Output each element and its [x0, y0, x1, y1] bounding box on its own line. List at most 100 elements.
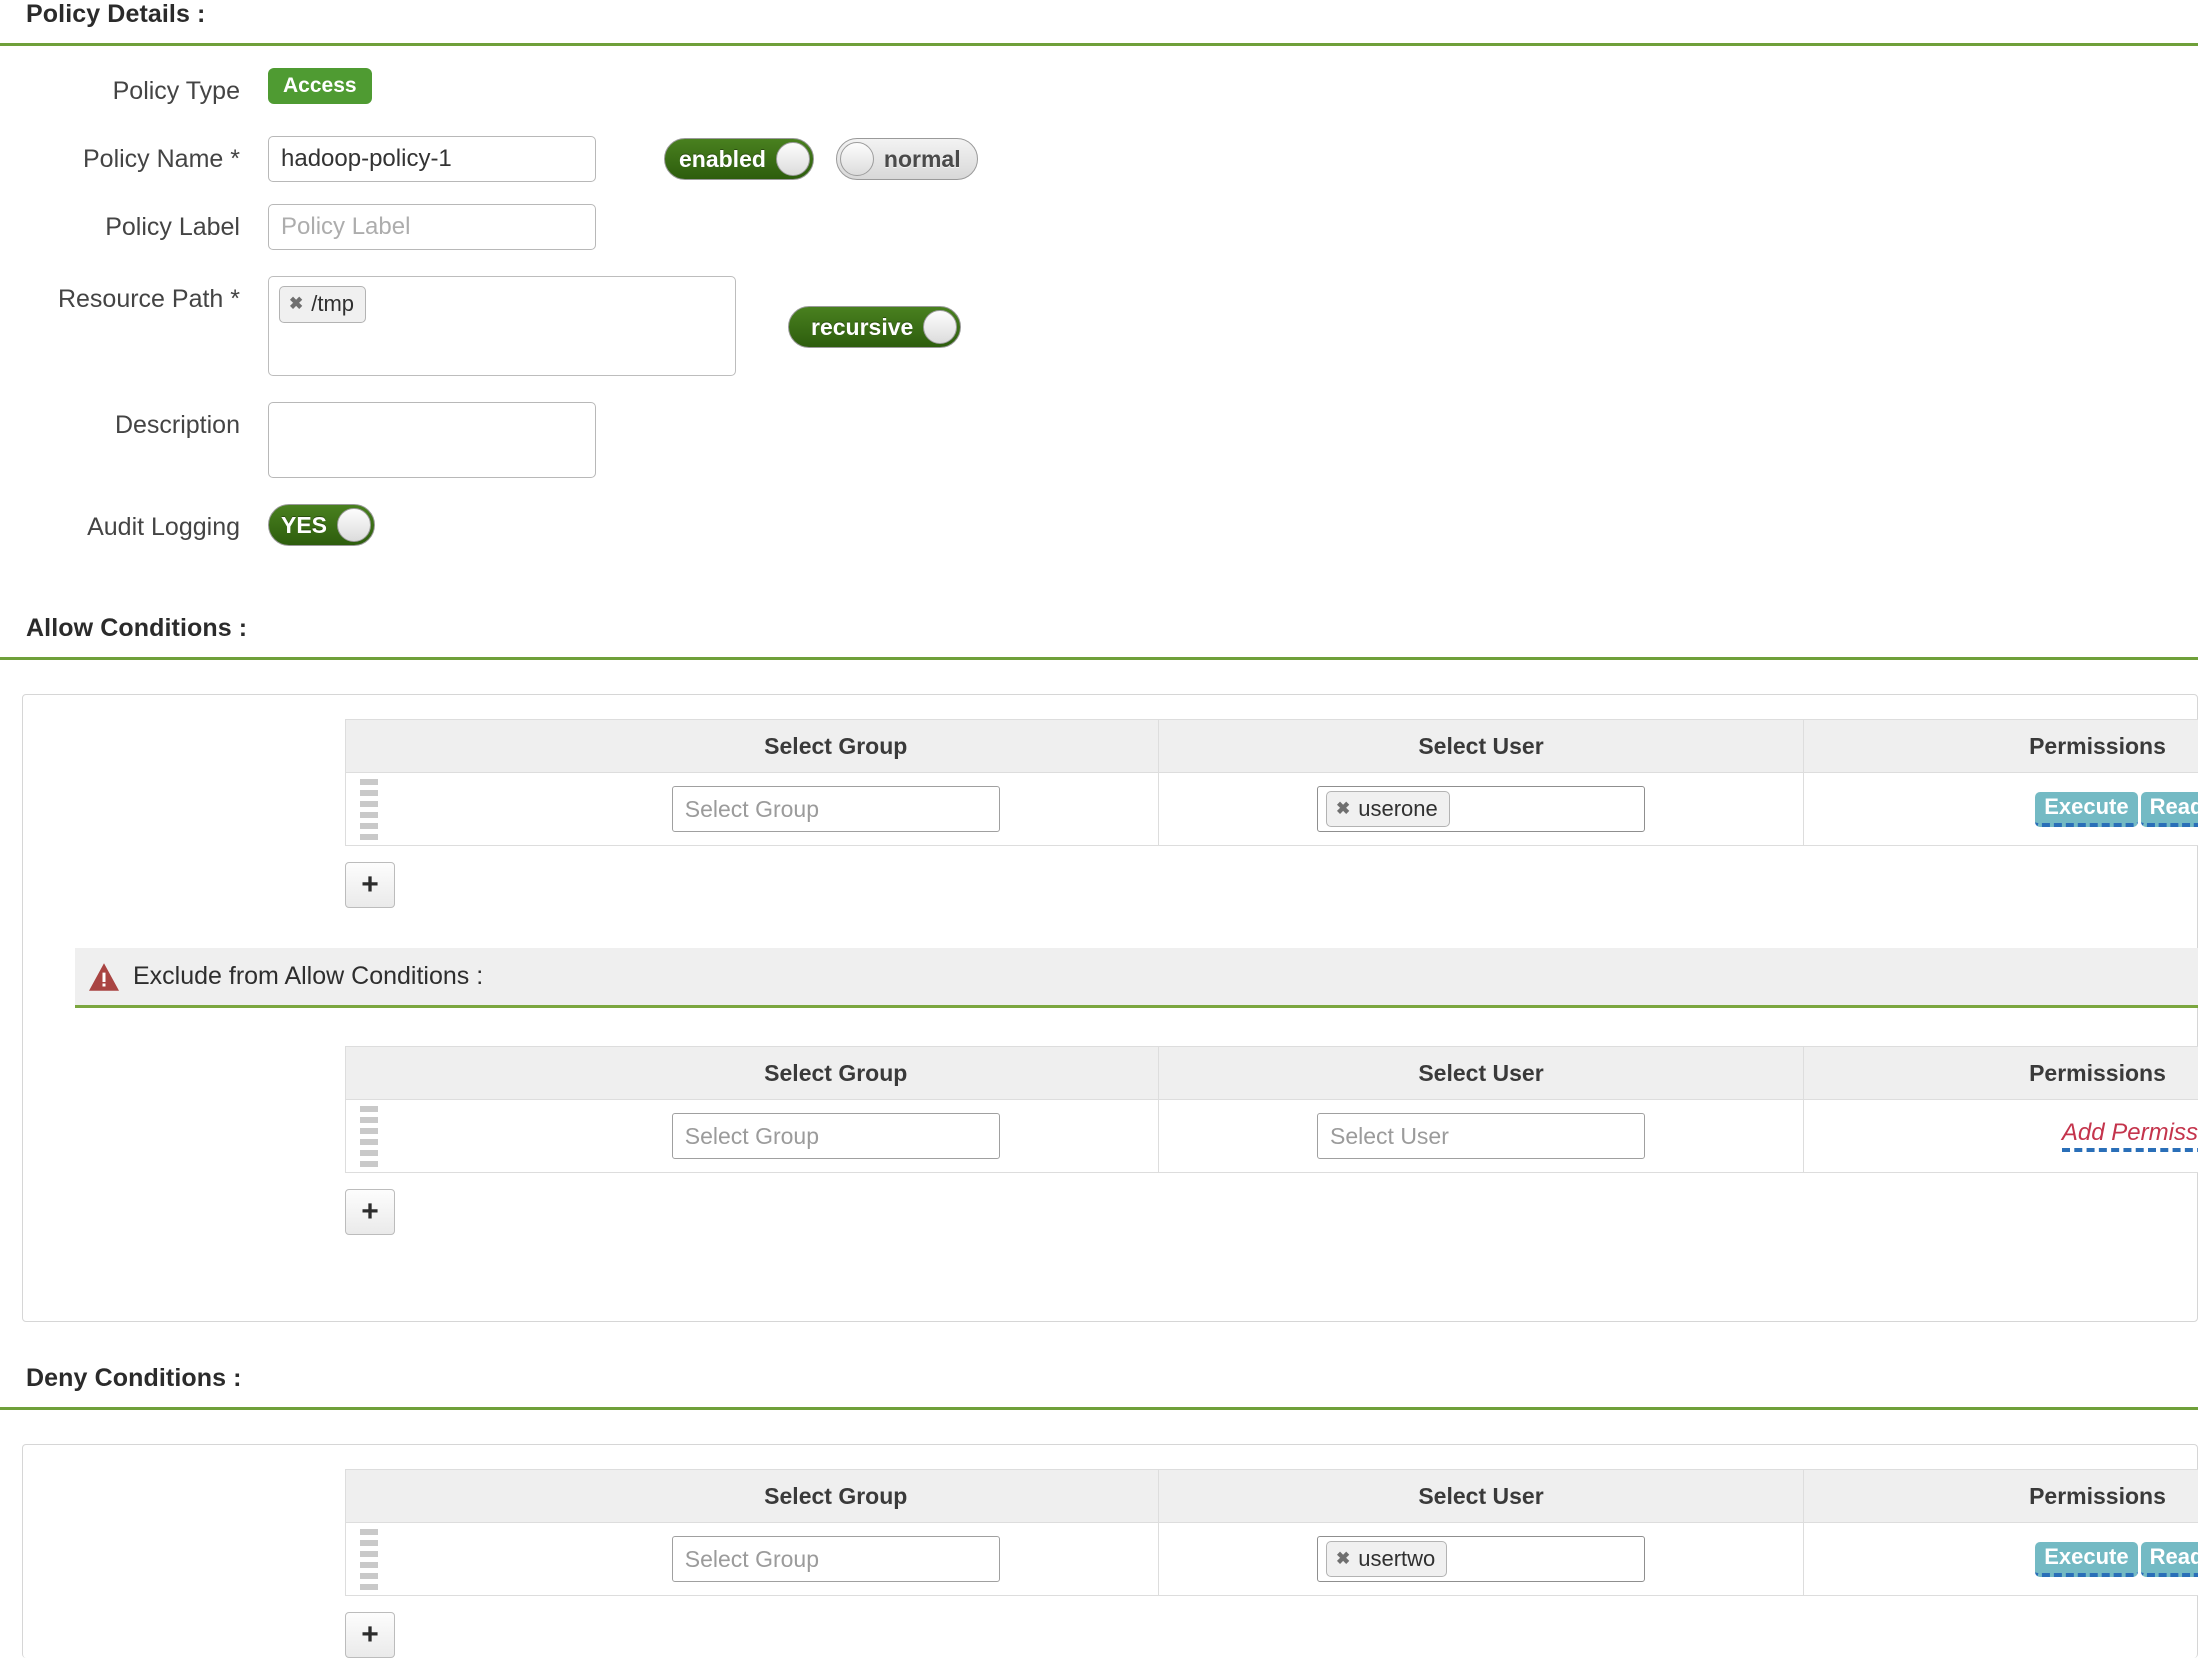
column-header-user: Select User [1159, 1470, 1804, 1523]
audit-logging-row: Audit Logging YES [0, 504, 2198, 550]
row-user-cell: ✖ userone [1159, 773, 1804, 846]
permissions-list: Add Permissions [1804, 1116, 2198, 1156]
select-user-tagbox[interactable]: ✖ usertwo [1317, 1536, 1645, 1582]
row-permissions-cell: Execute Read Write [1804, 773, 2198, 846]
row-drag-cell[interactable] [346, 1100, 514, 1173]
toggle-knob [776, 142, 810, 176]
row-user-cell: ✖ usertwo [1159, 1523, 1804, 1596]
warning-triangle-icon [89, 963, 119, 991]
column-header-handle [346, 720, 514, 773]
exclude-divider [75, 1005, 2198, 1008]
resource-path-tag-label: /tmp [311, 290, 354, 318]
table-row: ✖ usertwo Execute Read Write [346, 1523, 2198, 1596]
section-divider [0, 43, 2198, 46]
policy-name-input[interactable] [268, 136, 596, 182]
policy-type-row: Policy Type Access [0, 68, 2198, 114]
drag-handle-icon[interactable] [360, 1106, 378, 1167]
column-header-user: Select User [1159, 1047, 1804, 1100]
policy-type-control: Access [268, 68, 372, 104]
resource-path-label: Resource Path * [0, 276, 268, 322]
permission-badge-execute: Execute [2035, 1542, 2137, 1577]
user-tag-label: usertwo [1358, 1545, 1435, 1573]
policy-priority-toggle-label: normal [884, 148, 961, 171]
select-group-input[interactable] [672, 1536, 1000, 1582]
policy-details-section: Policy Details : Policy Type Access Poli… [0, 0, 2198, 550]
select-group-input[interactable] [672, 786, 1000, 832]
table-row: Add Permissions [346, 1100, 2198, 1173]
column-header-permissions: Permissions [1804, 720, 2198, 773]
column-header-handle [346, 1047, 514, 1100]
add-exclude-allow-row-button[interactable]: + [345, 1189, 395, 1235]
drag-handle-icon[interactable] [360, 1529, 378, 1590]
deny-conditions-table: Select Group Select User Permissions [345, 1469, 2198, 1596]
column-header-group: Select Group [514, 1047, 1159, 1100]
table-row: ✖ userone Execute Read Write [346, 773, 2198, 846]
audit-logging-control: YES [268, 504, 375, 546]
column-header-permissions: Permissions [1804, 1470, 2198, 1523]
user-tag[interactable]: ✖ usertwo [1326, 1541, 1447, 1578]
resource-path-tagbox[interactable]: ✖ /tmp [268, 276, 736, 376]
select-user-input[interactable] [1317, 1113, 1645, 1159]
permission-badge-read: Read [2141, 1542, 2198, 1577]
description-label: Description [0, 402, 268, 448]
close-x-icon[interactable]: ✖ [289, 295, 303, 312]
description-control [268, 402, 596, 478]
description-row: Description [0, 402, 2198, 478]
close-x-icon[interactable]: ✖ [1336, 1550, 1350, 1567]
toggle-knob [337, 508, 371, 542]
policy-details-heading: Policy Details : [0, 0, 2198, 43]
audit-logging-toggle[interactable]: YES [268, 504, 375, 546]
column-header-user: Select User [1159, 720, 1804, 773]
add-permissions-link[interactable]: Add Permissions [2062, 1120, 2198, 1152]
select-user-tagbox[interactable]: ✖ userone [1317, 786, 1645, 832]
row-group-cell [514, 1100, 1159, 1173]
column-header-group: Select Group [514, 1470, 1159, 1523]
exclude-from-allow-table: Select Group Select User Permissions [345, 1046, 2198, 1173]
permissions-list: Execute Read Write [1804, 1539, 2198, 1579]
resource-path-tag[interactable]: ✖ /tmp [279, 286, 366, 323]
resource-path-control: ✖ /tmp recursive [268, 276, 961, 376]
policy-label-input[interactable] [268, 204, 596, 250]
row-drag-cell[interactable] [346, 773, 514, 846]
column-header-group: Select Group [514, 720, 1159, 773]
audit-logging-toggle-label: YES [281, 514, 327, 537]
user-tag[interactable]: ✖ userone [1326, 791, 1450, 828]
recursive-toggle-label: recursive [811, 316, 913, 339]
add-allow-condition-row-button[interactable]: + [345, 862, 395, 908]
row-permissions-cell: Execute Read Write [1804, 1523, 2198, 1596]
toggle-knob [840, 142, 874, 176]
table-header-row: Select Group Select User Permissions [346, 1470, 2198, 1523]
exclude-from-allow-bar: Exclude from Allow Conditions : [75, 948, 2198, 1005]
policy-enabled-toggle-label: enabled [679, 148, 766, 171]
policy-label-row: Policy Label [0, 204, 2198, 250]
row-permissions-cell: Add Permissions [1804, 1100, 2198, 1173]
table-header-row: Select Group Select User Permissions [346, 720, 2198, 773]
close-x-icon[interactable]: ✖ [1336, 800, 1350, 817]
policy-type-label: Policy Type [0, 68, 268, 114]
add-deny-condition-row-button[interactable]: + [345, 1612, 395, 1658]
allow-conditions-table: Select Group Select User Permissions [345, 719, 2198, 846]
policy-type-badge: Access [268, 68, 372, 104]
exclude-from-allow-heading: Exclude from Allow Conditions : [133, 962, 483, 991]
policy-name-label: Policy Name * [0, 136, 268, 182]
description-textarea[interactable] [268, 402, 596, 478]
column-header-handle [346, 1470, 514, 1523]
row-drag-cell[interactable] [346, 1523, 514, 1596]
permission-badge-read: Read [2141, 792, 2198, 827]
permissions-list: Execute Read Write [1804, 789, 2198, 829]
deny-conditions-panel: Select Group Select User Permissions [22, 1444, 2198, 1658]
policy-label-label: Policy Label [0, 204, 268, 250]
policy-label-control [268, 204, 596, 250]
drag-handle-icon[interactable] [360, 779, 378, 840]
recursive-toggle[interactable]: recursive [788, 306, 961, 348]
select-group-input[interactable] [672, 1113, 1000, 1159]
policy-priority-toggle[interactable]: normal [836, 138, 978, 180]
deny-conditions-heading: Deny Conditions : [0, 1364, 2198, 1407]
policy-enabled-toggle[interactable]: enabled [664, 138, 814, 180]
policy-name-row: Policy Name * enabled normal [0, 136, 2198, 182]
policy-name-control: enabled normal [268, 136, 978, 182]
row-user-cell [1159, 1100, 1804, 1173]
allow-conditions-panel: Select Group Select User Permissions [22, 694, 2198, 1322]
section-divider [0, 657, 2198, 660]
row-group-cell [514, 1523, 1159, 1596]
